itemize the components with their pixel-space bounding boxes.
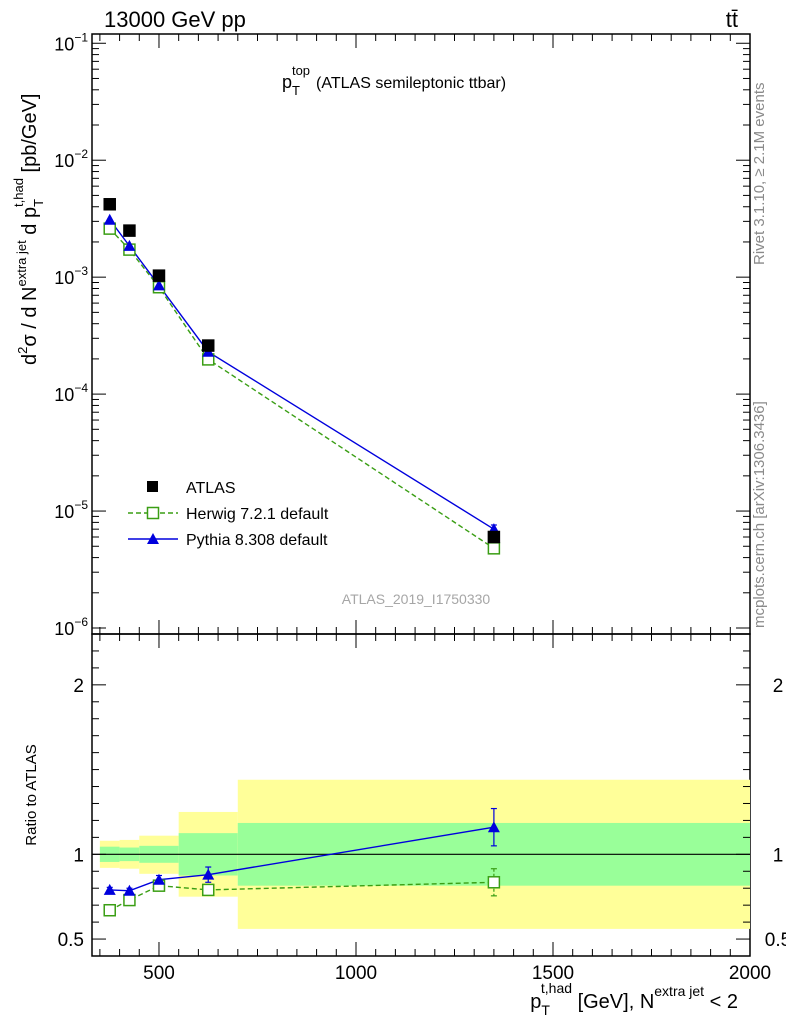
ratio-ytick-label-right-1: 1	[773, 845, 784, 866]
mcplots-label: mcplots.cern.ch [arXiv:1306.3436]	[751, 401, 768, 628]
ylabel-d: d	[19, 354, 41, 365]
ratio-ytick-label-right-2: 2	[773, 676, 784, 697]
ratio-ytick-label-1: 1	[73, 845, 84, 866]
legend-atlas: ATLAS	[147, 480, 236, 497]
main-series	[103, 198, 501, 555]
ratio-ytick-label-2: 2	[73, 676, 84, 697]
ratio-herwig-point	[487, 876, 501, 889]
plot-title-p: p	[282, 72, 292, 92]
ratio-ytick-label-right-0: 0.5	[765, 930, 786, 951]
legend: ATLAS Herwig 7.2.1 default Pythia 8.308 …	[128, 480, 329, 549]
ratio-xtick-label-2: 1500	[532, 963, 574, 984]
ylabel-sq: 2	[15, 347, 30, 354]
atlas-point	[123, 224, 136, 237]
legend-herwig-marker	[146, 506, 160, 520]
ylabel-dp: d p	[19, 207, 41, 240]
main-ytick-label-5: 10−1	[54, 30, 88, 54]
legend-pythia-label: Pythia 8.308 default	[186, 532, 328, 549]
ratio-herwig-point	[123, 893, 136, 907]
rivet-label: Rivet 3.1.10, ≥ 2.1M events	[751, 83, 768, 266]
legend-pythia: Pythia 8.308 default	[128, 532, 328, 549]
x-axis-label: pTt,had [GeV], Nextra jet < 2	[530, 980, 738, 1018]
legend-atlas-marker	[147, 481, 158, 492]
ylabel-extra: extra jet	[14, 240, 29, 287]
ratio-ytick-label-0: 0.5	[58, 930, 84, 951]
herwig-point	[487, 542, 501, 555]
atlas-point	[487, 530, 501, 544]
pythia-line	[109, 219, 495, 530]
ratio-y-axis-label: Ratio to ATLAS	[23, 744, 40, 845]
plot-title-sup: top	[292, 63, 310, 78]
main-ytick-label-1: 10−5	[54, 498, 88, 522]
ratio-pythia-point	[103, 883, 116, 895]
legend-atlas-label: ATLAS	[186, 480, 236, 497]
pythia-point	[123, 239, 136, 251]
ratio-series	[103, 807, 501, 917]
ylabel-sigma: σ	[19, 334, 41, 347]
legend-herwig-label: Herwig 7.2.1 default	[186, 506, 329, 523]
ratio-pythia-point	[202, 868, 215, 880]
ratio-xtick-label-3: 2000	[729, 963, 771, 984]
xlabel-p: p	[530, 991, 541, 1013]
main-ytick-label-4: 10−2	[54, 147, 88, 171]
main-axis-ticks: 10−6 10−5 10−4 10−3 10−2 10−1	[54, 30, 751, 639]
ratio-axis-ticks: 0.5 0.5 1 1 2 2 500 1000 1500 2000	[58, 634, 786, 984]
pythia-point	[103, 213, 116, 225]
ylabel-units: [pb/GeV]	[19, 94, 41, 179]
pythia-point	[152, 279, 165, 291]
herwig-line	[109, 228, 495, 549]
main-ytick-label-3: 10−3	[54, 264, 88, 288]
ratio-herwig-point	[103, 903, 116, 917]
analysis-watermark: ATLAS_2019_I1750330	[342, 591, 491, 607]
ratio-herwig-point	[201, 883, 215, 897]
xlabel-sub: T	[541, 1002, 550, 1018]
header-right: tt̄	[726, 7, 738, 32]
main-y-axis-label: d2σ / d Nextra jet d pTt,had [pb/GeV]	[11, 94, 46, 365]
xlabel-end: < 2	[704, 991, 738, 1013]
ylabel-pt-sub: T	[31, 199, 46, 207]
atlas-point	[152, 269, 166, 282]
header-left: 13000 GeV pp	[104, 7, 246, 32]
ylabel-pt-sup: t,had	[11, 178, 26, 207]
herwig-point	[103, 222, 116, 235]
atlas-point	[201, 339, 215, 352]
main-ytick-label-0: 10−6	[54, 615, 88, 639]
legend-pythia-marker	[147, 533, 159, 544]
plot-title-rest: (ATLAS semileptonic ttbar)	[316, 75, 506, 92]
ratio-pythia-point	[152, 873, 165, 885]
plot-title: pTtop (ATLAS semileptonic ttbar)	[282, 63, 506, 98]
xlabel-sup2: extra jet	[654, 983, 704, 999]
plot-title-sub: T	[292, 83, 300, 98]
xlabel-mid: [GeV], N	[572, 991, 654, 1013]
ratio-pythia-point	[123, 884, 136, 896]
main-ytick-label-2: 10−4	[54, 381, 88, 405]
legend-herwig: Herwig 7.2.1 default	[128, 506, 329, 523]
atlas-point	[103, 198, 116, 211]
ratio-xtick-label-0: 500	[143, 963, 175, 984]
xlabel-sup: t,had	[541, 980, 572, 996]
ratio-xtick-label-1: 1000	[335, 963, 377, 984]
ylabel-slash: / d N	[19, 287, 41, 335]
ratio-pythia-point	[487, 821, 500, 833]
